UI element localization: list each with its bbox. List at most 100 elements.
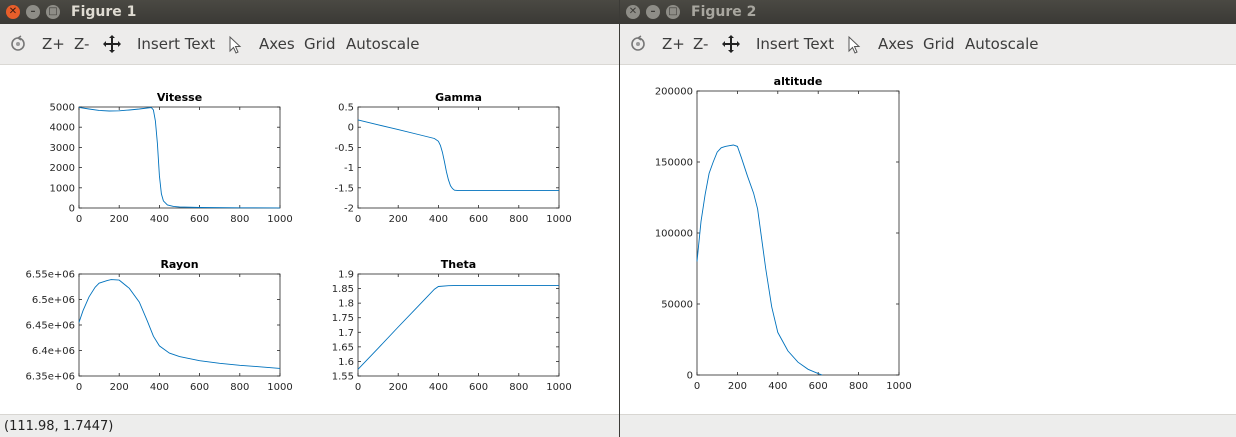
vitesse-ytick-label: 3000 <box>50 143 75 154</box>
rayon-ytick-label: 6.55e+06 <box>25 270 75 281</box>
theta-axes-box <box>357 273 560 377</box>
pan-icon[interactable] <box>103 24 121 64</box>
theta-ytick-label: 1.9 <box>338 270 354 281</box>
minimize-window-icon[interactable]: – <box>26 5 40 19</box>
rotate-icon[interactable] <box>9 24 27 64</box>
gamma-axes-box <box>357 106 560 209</box>
figure-1-status-bar: (111.98, 1.7447) <box>0 414 619 437</box>
insert-text-button[interactable]: Insert Text <box>137 35 216 53</box>
gamma-xtick-label: 800 <box>509 214 528 225</box>
grid-button[interactable]: Grid <box>304 35 336 53</box>
altitude-axes[interactable]: altitude 0 200 400 600 800 1000 0 50000 100000 150… <box>655 75 912 392</box>
altitude-ytick-label: 150000 <box>655 158 693 169</box>
vitesse-xtick-label: 0 <box>76 214 82 225</box>
theta-xtick-label: 0 <box>355 382 361 393</box>
rayon-ytick-label: 6.35e+06 <box>25 372 75 383</box>
gamma-xtick-label: 200 <box>389 214 408 225</box>
vitesse-xtick-label: 1000 <box>267 214 292 225</box>
vitesse-ytick-label: 5000 <box>50 103 75 114</box>
maximize-window-icon[interactable]: □ <box>46 5 60 19</box>
rayon-axes-box <box>78 273 281 377</box>
theta-xtick-label: 1000 <box>546 382 571 393</box>
figure-1-title-bar[interactable]: ✕ – □ Figure 1 <box>0 0 619 24</box>
rayon-xtick-label: 1000 <box>267 382 292 393</box>
altitude-xtick-label: 200 <box>728 381 747 392</box>
grid-button[interactable]: Grid <box>923 35 955 53</box>
close-window-icon[interactable]: ✕ <box>626 5 640 19</box>
close-window-icon[interactable]: ✕ <box>6 5 20 19</box>
figure-1-plot-area: Vitesse 0 200 400 600 800 1000 0 1000 2000 3000 400… <box>0 65 619 414</box>
gamma-ytick-label: -1.5 <box>334 183 354 194</box>
theta-ytick-label: 1.85 <box>332 284 354 295</box>
vitesse-xtick-label: 400 <box>150 214 169 225</box>
figure-2-canvas[interactable]: altitude 0 200 400 600 800 1000 0 50000 100000 150… <box>620 65 1236 414</box>
theta-xtick-label: 200 <box>389 382 408 393</box>
rayon-xtick-label: 200 <box>110 382 129 393</box>
figure-1-window: ✕ – □ Figure 1 Z+ Z- Insert Text Axes Gr… <box>0 0 619 437</box>
vitesse-axes-box <box>78 106 281 209</box>
window-title: Figure 1 <box>71 4 137 20</box>
rotate-icon[interactable] <box>629 24 647 64</box>
gamma-xtick-label: 400 <box>429 214 448 225</box>
rayon-axes[interactable]: Rayon 0 200 400 600 800 1000 6.35e+06 6.4e+06 6.4… <box>25 258 292 393</box>
autoscale-button[interactable]: Autoscale <box>965 35 1039 53</box>
rayon-title: Rayon <box>160 258 198 271</box>
altitude-title: altitude <box>774 75 823 88</box>
figure-2-title-bar[interactable]: ✕ – □ Figure 2 <box>620 0 1236 24</box>
theta-axes[interactable]: Theta 0 200 400 600 800 1000 1.55 1.6 1.65 1.7 1.75… <box>332 258 572 393</box>
cursor-coordinates: (111.98, 1.7447) <box>4 419 114 434</box>
vitesse-xtick-label: 600 <box>190 214 209 225</box>
altitude-xtick-label: 1000 <box>886 381 911 392</box>
vitesse-ytick-label: 4000 <box>50 123 75 134</box>
pan-icon[interactable] <box>722 24 740 64</box>
minimize-window-icon[interactable]: – <box>646 5 660 19</box>
zoom-out-button[interactable]: Z- <box>693 35 709 53</box>
gamma-ytick-label: -1 <box>344 163 354 174</box>
autoscale-button[interactable]: Autoscale <box>346 35 420 53</box>
axes-button[interactable]: Axes <box>259 35 295 53</box>
zoom-in-button[interactable]: Z+ <box>42 35 65 53</box>
gamma-ytick-label: 0 <box>348 123 354 134</box>
figure-2-status-bar <box>620 414 1236 437</box>
theta-ytick-label: 1.65 <box>332 342 354 353</box>
select-pointer-icon[interactable] <box>228 24 242 64</box>
gamma-xtick-label: 600 <box>469 214 488 225</box>
theta-title: Theta <box>441 258 476 271</box>
gamma-series-line <box>357 119 559 192</box>
vitesse-xtick-label: 800 <box>230 214 249 225</box>
theta-ytick-label: 1.75 <box>332 313 354 324</box>
theta-xtick-label: 400 <box>429 382 448 393</box>
altitude-xtick-label: 400 <box>768 381 787 392</box>
gamma-axes[interactable]: Gamma 0 200 400 600 800 1000 -2 -1.5 -1 -0.5 0 0.5 <box>334 91 571 225</box>
select-pointer-icon[interactable] <box>847 24 861 64</box>
zoom-in-button[interactable]: Z+ <box>662 35 685 53</box>
rayon-series-line <box>78 279 281 369</box>
rayon-xtick-label: 800 <box>230 382 249 393</box>
figure-1-toolbar: Z+ Z- Insert Text Axes Grid Autoscale <box>0 24 619 65</box>
theta-ytick-label: 1.7 <box>338 328 354 339</box>
figure-2-plot-area: altitude 0 200 400 600 800 1000 0 50000 100000 150… <box>620 65 1236 414</box>
maximize-window-icon[interactable]: □ <box>666 5 680 19</box>
theta-ytick-label: 1.8 <box>338 299 354 310</box>
gamma-ytick-label: -2 <box>344 204 354 215</box>
gamma-xtick-label: 1000 <box>546 214 571 225</box>
window-title: Figure 2 <box>691 4 757 20</box>
zoom-out-button[interactable]: Z- <box>74 35 90 53</box>
gamma-title: Gamma <box>435 91 482 104</box>
figure-2-toolbar: Z+ Z- Insert Text Axes Grid Autoscale <box>620 24 1236 65</box>
altitude-series-line <box>696 144 823 376</box>
theta-series-line <box>357 284 559 370</box>
vitesse-ytick-label: 1000 <box>50 183 75 194</box>
rayon-ytick-label: 6.4e+06 <box>32 346 75 357</box>
altitude-ytick-label: 50000 <box>661 300 693 311</box>
gamma-ytick-label: 0.5 <box>338 103 354 114</box>
theta-xtick-label: 600 <box>469 382 488 393</box>
altitude-xtick-label: 0 <box>694 381 700 392</box>
axes-button[interactable]: Axes <box>878 35 914 53</box>
insert-text-button[interactable]: Insert Text <box>756 35 835 53</box>
vitesse-ytick-label: 2000 <box>50 163 75 174</box>
altitude-axes-box <box>696 90 900 376</box>
altitude-xtick-label: 800 <box>849 381 868 392</box>
vitesse-axes[interactable]: Vitesse 0 200 400 600 800 1000 0 1000 2000 3000 400… <box>50 91 293 225</box>
